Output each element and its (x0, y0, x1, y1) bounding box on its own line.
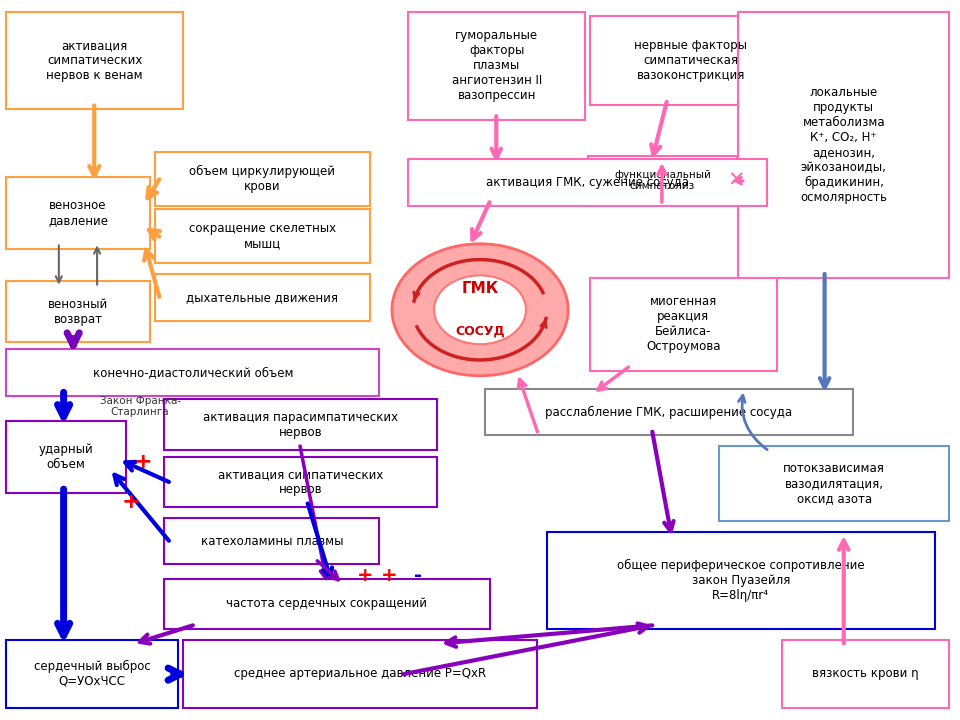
Text: активация ГМК, сужение сосуда: активация ГМК, сужение сосуда (486, 176, 689, 189)
Text: функциональный
симпатолиз: функциональный симпатолиз (613, 170, 710, 192)
Text: венозный
возврат: венозный возврат (48, 297, 108, 325)
FancyBboxPatch shape (590, 16, 791, 105)
Circle shape (434, 275, 526, 344)
FancyBboxPatch shape (590, 277, 777, 371)
FancyBboxPatch shape (6, 177, 150, 249)
Text: +: + (357, 566, 373, 585)
Text: конечно-диастолический объем: конечно-диастолический объем (92, 366, 293, 379)
FancyBboxPatch shape (6, 12, 183, 109)
FancyBboxPatch shape (738, 12, 949, 277)
FancyBboxPatch shape (164, 579, 490, 629)
FancyBboxPatch shape (6, 281, 150, 342)
FancyBboxPatch shape (155, 152, 370, 206)
Text: +: + (121, 492, 140, 512)
Text: сокращение скелетных
мышц: сокращение скелетных мышц (189, 222, 336, 251)
Text: дыхательные движения: дыхательные движения (186, 291, 338, 304)
Text: венозное
давление: венозное давление (48, 199, 108, 227)
FancyBboxPatch shape (6, 421, 126, 492)
Text: среднее артериальное давление P=QxR: среднее артериальное давление P=QxR (234, 667, 487, 680)
FancyBboxPatch shape (164, 456, 437, 507)
Text: -: - (414, 566, 421, 585)
Text: +: + (133, 452, 153, 472)
Text: частота сердечных сокращений: частота сердечных сокращений (227, 598, 427, 611)
FancyBboxPatch shape (6, 639, 179, 708)
Text: потокзависимая
вазодилятация,
оксид азота: потокзависимая вазодилятация, оксид азот… (783, 462, 885, 505)
FancyBboxPatch shape (164, 518, 379, 564)
Text: активация
симпатических
нервов к венам: активация симпатических нервов к венам (46, 39, 143, 82)
Text: миогенная
реакция
Бейлиса-
Остроумова: миогенная реакция Бейлиса- Остроумова (646, 295, 721, 353)
FancyBboxPatch shape (6, 349, 379, 396)
FancyBboxPatch shape (719, 446, 949, 521)
Text: расслабление ГМК, расширение сосуда: расслабление ГМК, расширение сосуда (545, 405, 793, 418)
Text: ГМК: ГМК (462, 281, 498, 296)
FancyBboxPatch shape (408, 12, 586, 120)
FancyBboxPatch shape (547, 532, 935, 629)
FancyBboxPatch shape (155, 210, 370, 264)
Text: локальные
продукты
метаболизма
К⁺, CO₂, H⁺
аденозин,
эйкозаноиды,
брадикинин,
ос: локальные продукты метаболизма К⁺, CO₂, … (801, 86, 887, 204)
FancyBboxPatch shape (183, 639, 538, 708)
Text: +: + (381, 566, 397, 585)
FancyBboxPatch shape (408, 159, 767, 206)
Text: объем циркулирующей
крови: объем циркулирующей крови (189, 165, 335, 193)
Text: общее периферическое сопротивление
закон Пуазейля
R=8lη/πr⁴: общее периферическое сопротивление закон… (617, 559, 865, 602)
FancyBboxPatch shape (155, 274, 370, 320)
Text: активация симпатических
нервов: активация симпатических нервов (218, 468, 383, 496)
Circle shape (392, 244, 568, 376)
Text: вязкость крови η: вязкость крови η (812, 667, 919, 680)
Text: СОСУД: СОСУД (455, 325, 505, 338)
Text: Закон Франка-
Старлинга: Закон Франка- Старлинга (100, 396, 180, 418)
Text: ударный
объем: ударный объем (38, 443, 93, 471)
Text: ✕: ✕ (728, 171, 745, 191)
FancyBboxPatch shape (781, 639, 949, 708)
FancyBboxPatch shape (164, 400, 437, 450)
Text: гуморальные
факторы
плазмы
ангиотензин II
вазопрессин: гуморальные факторы плазмы ангиотензин I… (451, 30, 541, 102)
Text: активация парасимпатических
нервов: активация парасимпатических нервов (203, 410, 398, 438)
FancyBboxPatch shape (588, 156, 736, 206)
Text: нервные факторы
симпатическая
вазоконстрикция: нервные факторы симпатическая вазоконстр… (635, 39, 747, 82)
FancyBboxPatch shape (485, 389, 853, 436)
Text: сердечный выброс
Q=УОхЧСС: сердечный выброс Q=УОхЧСС (34, 660, 151, 688)
Text: катехоламины плазмы: катехоламины плазмы (201, 534, 343, 548)
